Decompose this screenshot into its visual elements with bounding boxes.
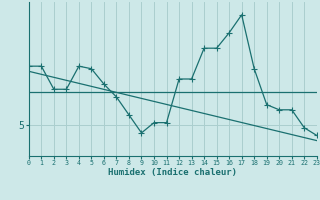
X-axis label: Humidex (Indice chaleur): Humidex (Indice chaleur) (108, 168, 237, 177)
